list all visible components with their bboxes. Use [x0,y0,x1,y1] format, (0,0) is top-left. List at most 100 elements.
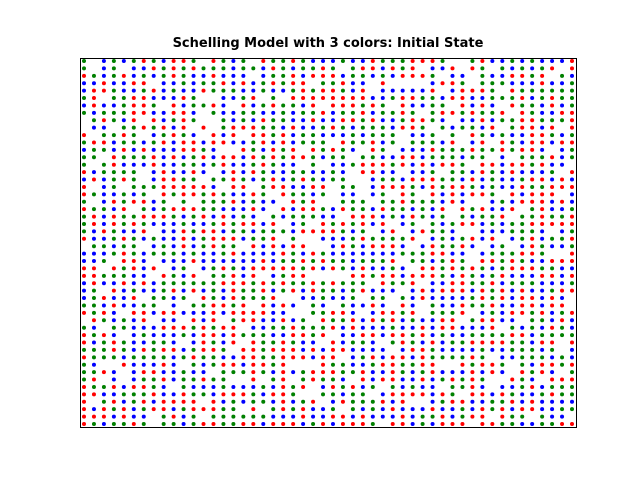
agent-point [111,184,116,189]
agent-point [540,273,545,278]
agent-point [121,207,126,212]
agent-point [291,392,296,397]
agent-point [191,325,196,330]
agent-point [211,384,216,389]
agent-point [161,384,166,389]
agent-point [420,362,425,367]
agent-point [510,422,515,426]
agent-point [490,81,495,86]
agent-point [570,407,574,412]
agent-point [291,155,296,160]
agent-point [251,192,256,197]
agent-point [400,251,405,256]
agent-point [410,281,415,286]
agent-point [480,229,485,234]
agent-point [181,399,186,404]
agent-point [161,347,166,352]
agent-point [221,155,226,160]
agent-point [450,347,455,352]
agent-point [370,155,375,160]
agent-point [430,162,435,167]
agent-point [251,340,256,345]
agent-point [241,333,246,338]
agent-point [231,318,236,323]
agent-point [360,229,365,234]
agent-point [490,370,495,375]
agent-point [430,259,435,264]
agent-point [131,66,136,71]
agent-point [281,414,286,419]
agent-point [530,162,535,167]
agent-point [211,59,216,63]
agent-point [520,125,525,130]
agent-point [261,199,266,204]
agent-point [291,318,296,323]
agent-point [261,236,266,241]
agent-point [231,362,236,367]
agent-point [171,88,176,93]
agent-point [490,310,495,315]
agent-point [450,303,455,308]
agent-point [340,318,345,323]
agent-point [171,325,176,330]
agent-point [540,59,545,63]
agent-point [390,377,395,382]
agent-point [271,147,276,152]
agent-point [520,266,525,271]
agent-point [420,88,425,93]
agent-point [540,325,545,330]
agent-point [231,133,236,138]
agent-point [330,170,335,175]
agent-point [410,273,415,278]
agent-point [480,399,485,404]
agent-point [390,422,395,426]
agent-point [470,133,475,138]
agent-point [570,214,574,219]
agent-point [121,266,126,271]
agent-point [221,384,226,389]
agent-point [201,407,206,412]
agent-point [271,140,276,145]
agent-point [181,207,186,212]
agent-point [530,214,535,219]
agent-point [141,162,146,167]
agent-point [121,362,126,367]
agent-point [440,244,445,249]
agent-point [191,281,196,286]
agent-point [410,66,415,71]
agent-point [530,384,535,389]
agent-point [311,355,316,360]
agent-point [82,81,86,86]
agent-point [321,310,326,315]
agent-point [191,303,196,308]
agent-point [390,288,395,293]
agent-point [161,66,166,71]
agent-point [151,147,156,152]
agent-point [430,414,435,419]
agent-point [390,140,395,145]
agent-point [500,414,505,419]
agent-point [271,377,276,382]
agent-point [470,66,475,71]
agent-point [510,96,515,101]
agent-point [550,59,555,63]
agent-point [111,81,116,86]
agent-point [560,236,565,241]
agent-point [201,244,206,249]
agent-point [360,199,365,204]
agent-point [82,310,86,315]
agent-point [251,133,256,138]
agent-point [281,244,286,249]
agent-point [321,192,326,197]
agent-point [490,266,495,271]
agent-point [390,384,395,389]
agent-point [510,414,515,419]
agent-point [321,318,326,323]
agent-point [540,229,545,234]
agent-point [430,310,435,315]
agent-point [291,125,296,130]
agent-point [500,399,505,404]
agent-point [520,81,525,86]
agent-point [340,392,345,397]
